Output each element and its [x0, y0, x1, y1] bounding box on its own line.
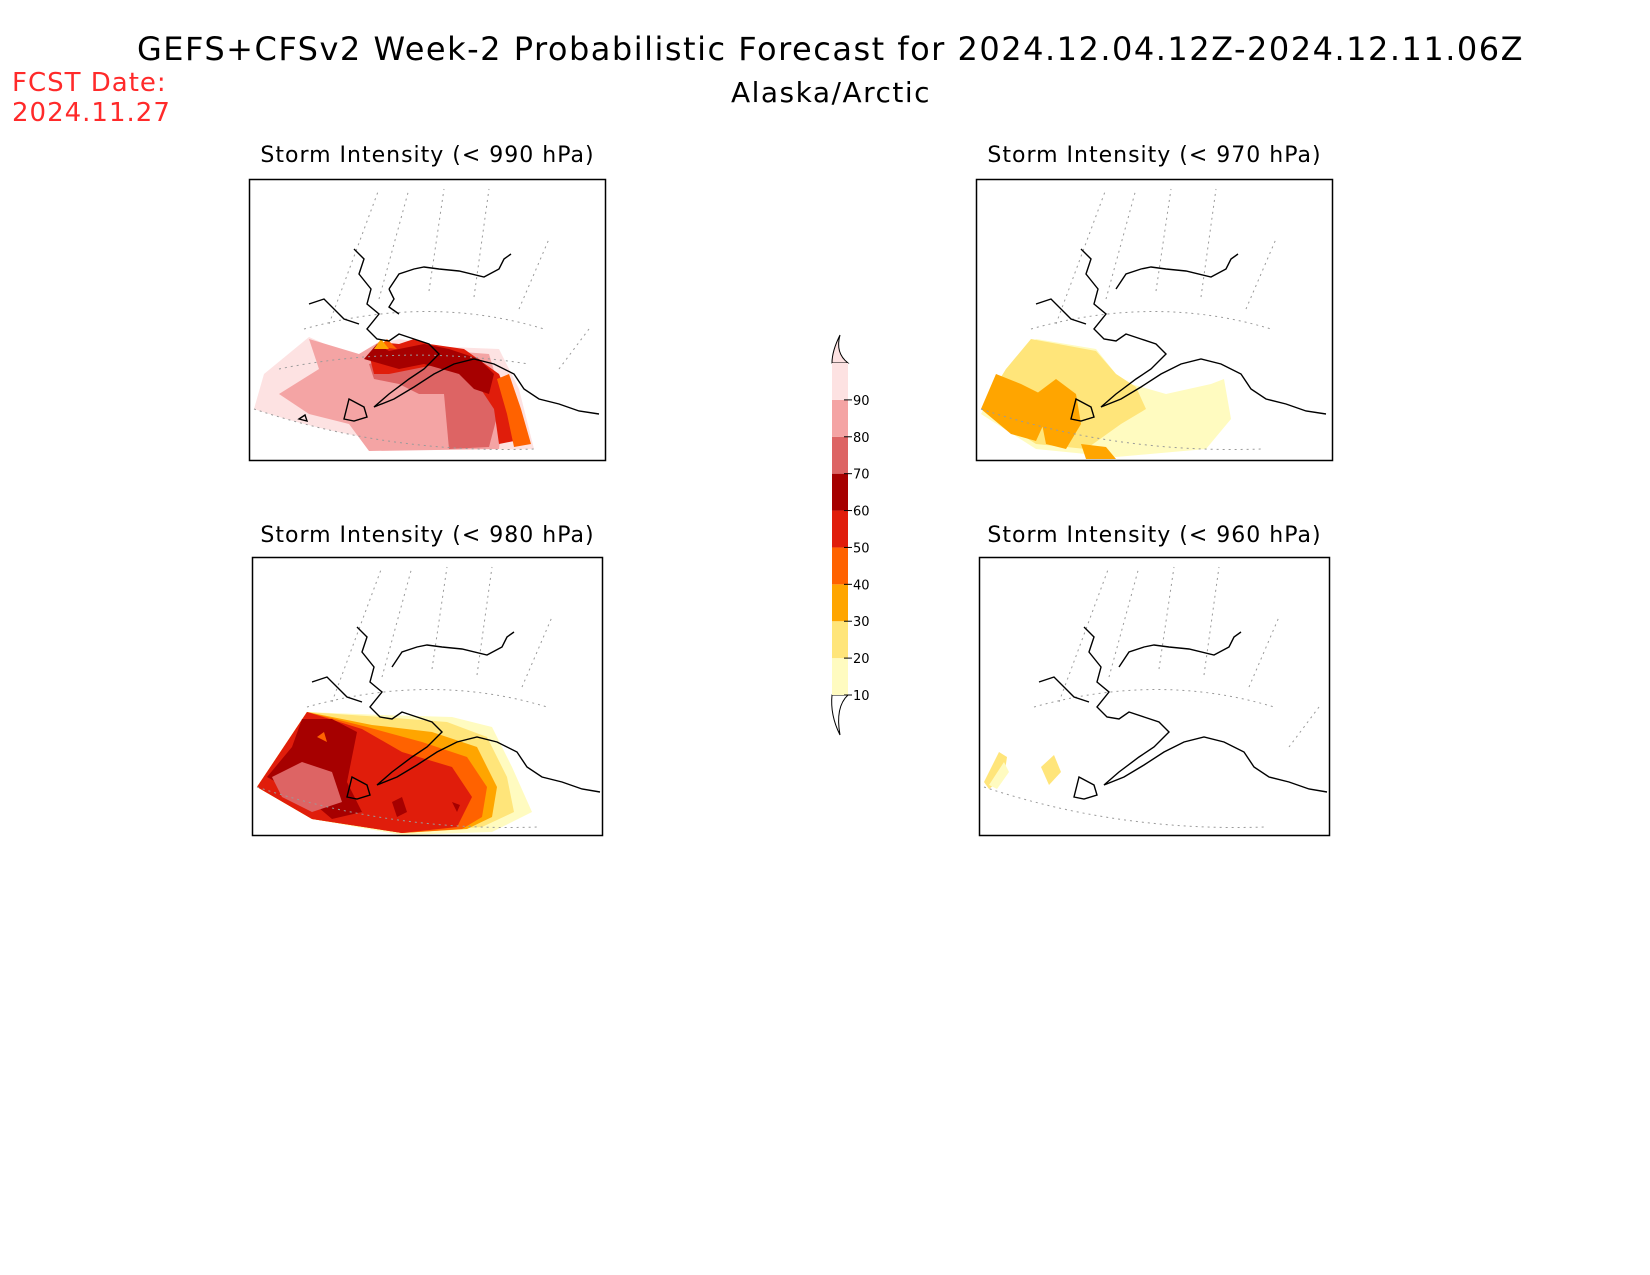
- colorbar-tick-label: 20: [853, 652, 870, 667]
- colorbar-tick-label: 60: [853, 505, 870, 520]
- colorbar-segment: [832, 547, 848, 585]
- colorbar-segment: [832, 436, 848, 474]
- colorbar-segment: [832, 584, 848, 622]
- probability-fill: [981, 339, 1231, 459]
- graticule: [980, 188, 1277, 450]
- colorbar-tail-low: [831, 694, 850, 736]
- coastline: [1038, 626, 1328, 800]
- map-frame: [251, 556, 604, 837]
- colorbar-tick-label: 90: [853, 394, 870, 409]
- map-frame: [978, 556, 1331, 837]
- colorbar-segment: [832, 399, 848, 437]
- panel-title-960: Storm Intensity (< 960 hPa): [987, 523, 1322, 548]
- coastline: [311, 626, 601, 800]
- panel-title-980: Storm Intensity (< 980 hPa): [260, 523, 595, 548]
- graticule: [256, 566, 553, 828]
- map-panel-970: [975, 178, 1334, 462]
- forecast-date-value: 2024.11.27: [12, 98, 171, 128]
- colorbar-segment: [832, 473, 848, 511]
- colorbar-tick-label: 70: [853, 468, 870, 483]
- colorbar-segment: [832, 621, 848, 659]
- graticule: [983, 566, 1320, 828]
- graticule: [253, 188, 590, 450]
- map-panel-990: [248, 178, 607, 462]
- colorbar-segment: [832, 363, 848, 400]
- colorbar-tick-label: 40: [853, 578, 870, 593]
- probability-fill: [257, 712, 532, 835]
- region-subtitle: Alaska/Arctic: [730, 76, 932, 109]
- colorbar-tick-label: 10: [853, 689, 870, 704]
- chart-title: GEFS+CFSv2 Week-2 Probabilistic Forecast…: [137, 30, 1525, 68]
- colorbar-tick-label: 30: [853, 615, 870, 630]
- colorbar-tail-high: [831, 334, 850, 364]
- panel-title-990: Storm Intensity (< 990 hPa): [260, 143, 595, 168]
- map-frame: [248, 178, 607, 462]
- coastline: [297, 248, 600, 422]
- panel-title-970: Storm Intensity (< 970 hPa): [987, 143, 1322, 168]
- colorbar-segment: [832, 658, 848, 695]
- probability-colorbar: 10 20 30 40 50 60 70 80 90: [831, 334, 870, 736]
- map-panel-960: [978, 556, 1331, 837]
- map-frame: [975, 178, 1334, 462]
- probability-fill: [984, 752, 1061, 789]
- map-panel-980: [251, 556, 604, 837]
- coastline: [1035, 248, 1327, 422]
- colorbar-segment: [832, 510, 848, 548]
- probability-fill: [254, 337, 534, 451]
- colorbar-tick-label: 50: [853, 541, 870, 556]
- colorbar-tick-label: 80: [853, 431, 870, 446]
- forecast-date-label: FCST Date:: [12, 68, 167, 98]
